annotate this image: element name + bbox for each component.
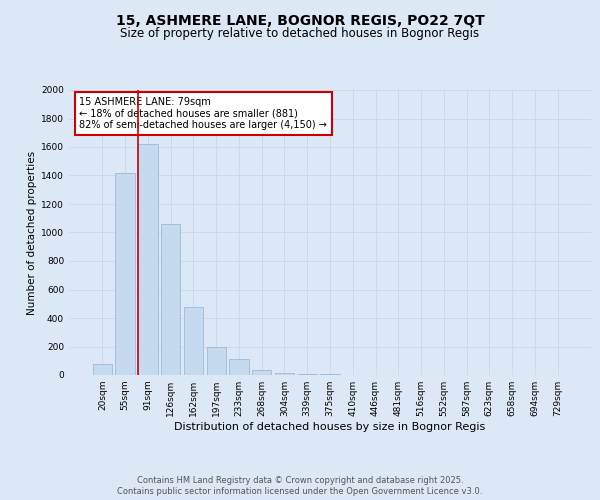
- Bar: [275, 373, 294, 375]
- Bar: [298, 374, 317, 375]
- X-axis label: Distribution of detached houses by size in Bognor Regis: Distribution of detached houses by size …: [175, 422, 485, 432]
- Bar: [206, 346, 226, 375]
- Text: Contains HM Land Registry data © Crown copyright and database right 2025.: Contains HM Land Registry data © Crown c…: [137, 476, 463, 485]
- Bar: [320, 374, 340, 375]
- Text: 15, ASHMERE LANE, BOGNOR REGIS, PO22 7QT: 15, ASHMERE LANE, BOGNOR REGIS, PO22 7QT: [116, 14, 484, 28]
- Text: Size of property relative to detached houses in Bognor Regis: Size of property relative to detached ho…: [121, 28, 479, 40]
- Text: Contains public sector information licensed under the Open Government Licence v3: Contains public sector information licen…: [118, 488, 482, 496]
- Bar: [138, 144, 158, 375]
- Bar: [93, 364, 112, 375]
- Bar: [184, 306, 203, 375]
- Bar: [115, 172, 135, 375]
- Bar: [252, 370, 271, 375]
- Text: 15 ASHMERE LANE: 79sqm
← 18% of detached houses are smaller (881)
82% of semi-de: 15 ASHMERE LANE: 79sqm ← 18% of detached…: [79, 97, 328, 130]
- Y-axis label: Number of detached properties: Number of detached properties: [27, 150, 37, 314]
- Bar: [161, 224, 181, 375]
- Bar: [229, 360, 248, 375]
